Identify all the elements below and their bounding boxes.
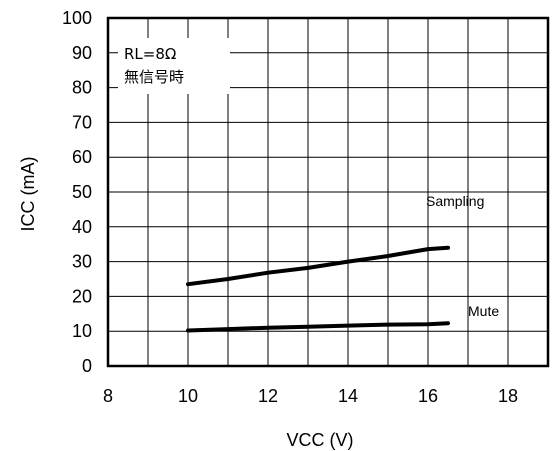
series-line-sampling [186, 245, 450, 287]
x-tick-label: 12 [258, 386, 278, 406]
annotation-background [118, 38, 230, 94]
series-line-mute [186, 321, 450, 333]
series-label-mute: Mute [468, 303, 499, 319]
x-tick-label: 10 [178, 386, 198, 406]
x-axis-title: VCC (V) [287, 430, 354, 450]
y-axis-title: ICC (mA) [18, 157, 38, 232]
x-tick-label: 14 [338, 386, 358, 406]
y-tick-label: 30 [72, 252, 92, 272]
series-lines [186, 245, 450, 333]
plot-frame [106, 16, 550, 368]
x-tick-label: 8 [103, 386, 113, 406]
y-tick-label: 80 [72, 78, 92, 98]
y-tick-label: 10 [72, 321, 92, 341]
y-tick-label: 90 [72, 43, 92, 63]
y-tick-label: 100 [62, 8, 92, 28]
no-signal-annotation: 無信号時 [124, 68, 184, 86]
grid [108, 18, 548, 366]
y-tick-label: 0 [82, 356, 92, 376]
x-tick-label: 16 [418, 386, 438, 406]
y-tick-label: 40 [72, 217, 92, 237]
load-annotation: RL=8Ω [124, 45, 176, 63]
x-tick-label: 18 [498, 386, 518, 406]
y-tick-label: 60 [72, 147, 92, 167]
y-tick-label: 50 [72, 182, 92, 202]
x-axis-ticks: 8 10 12 14 16 18 [103, 386, 518, 406]
y-tick-label: 70 [72, 112, 92, 132]
y-tick-label: 20 [72, 286, 92, 306]
y-axis-ticks: 0 10 20 30 40 50 60 70 80 90 100 [62, 8, 92, 376]
series-label-sampling: Sampling [426, 193, 484, 209]
